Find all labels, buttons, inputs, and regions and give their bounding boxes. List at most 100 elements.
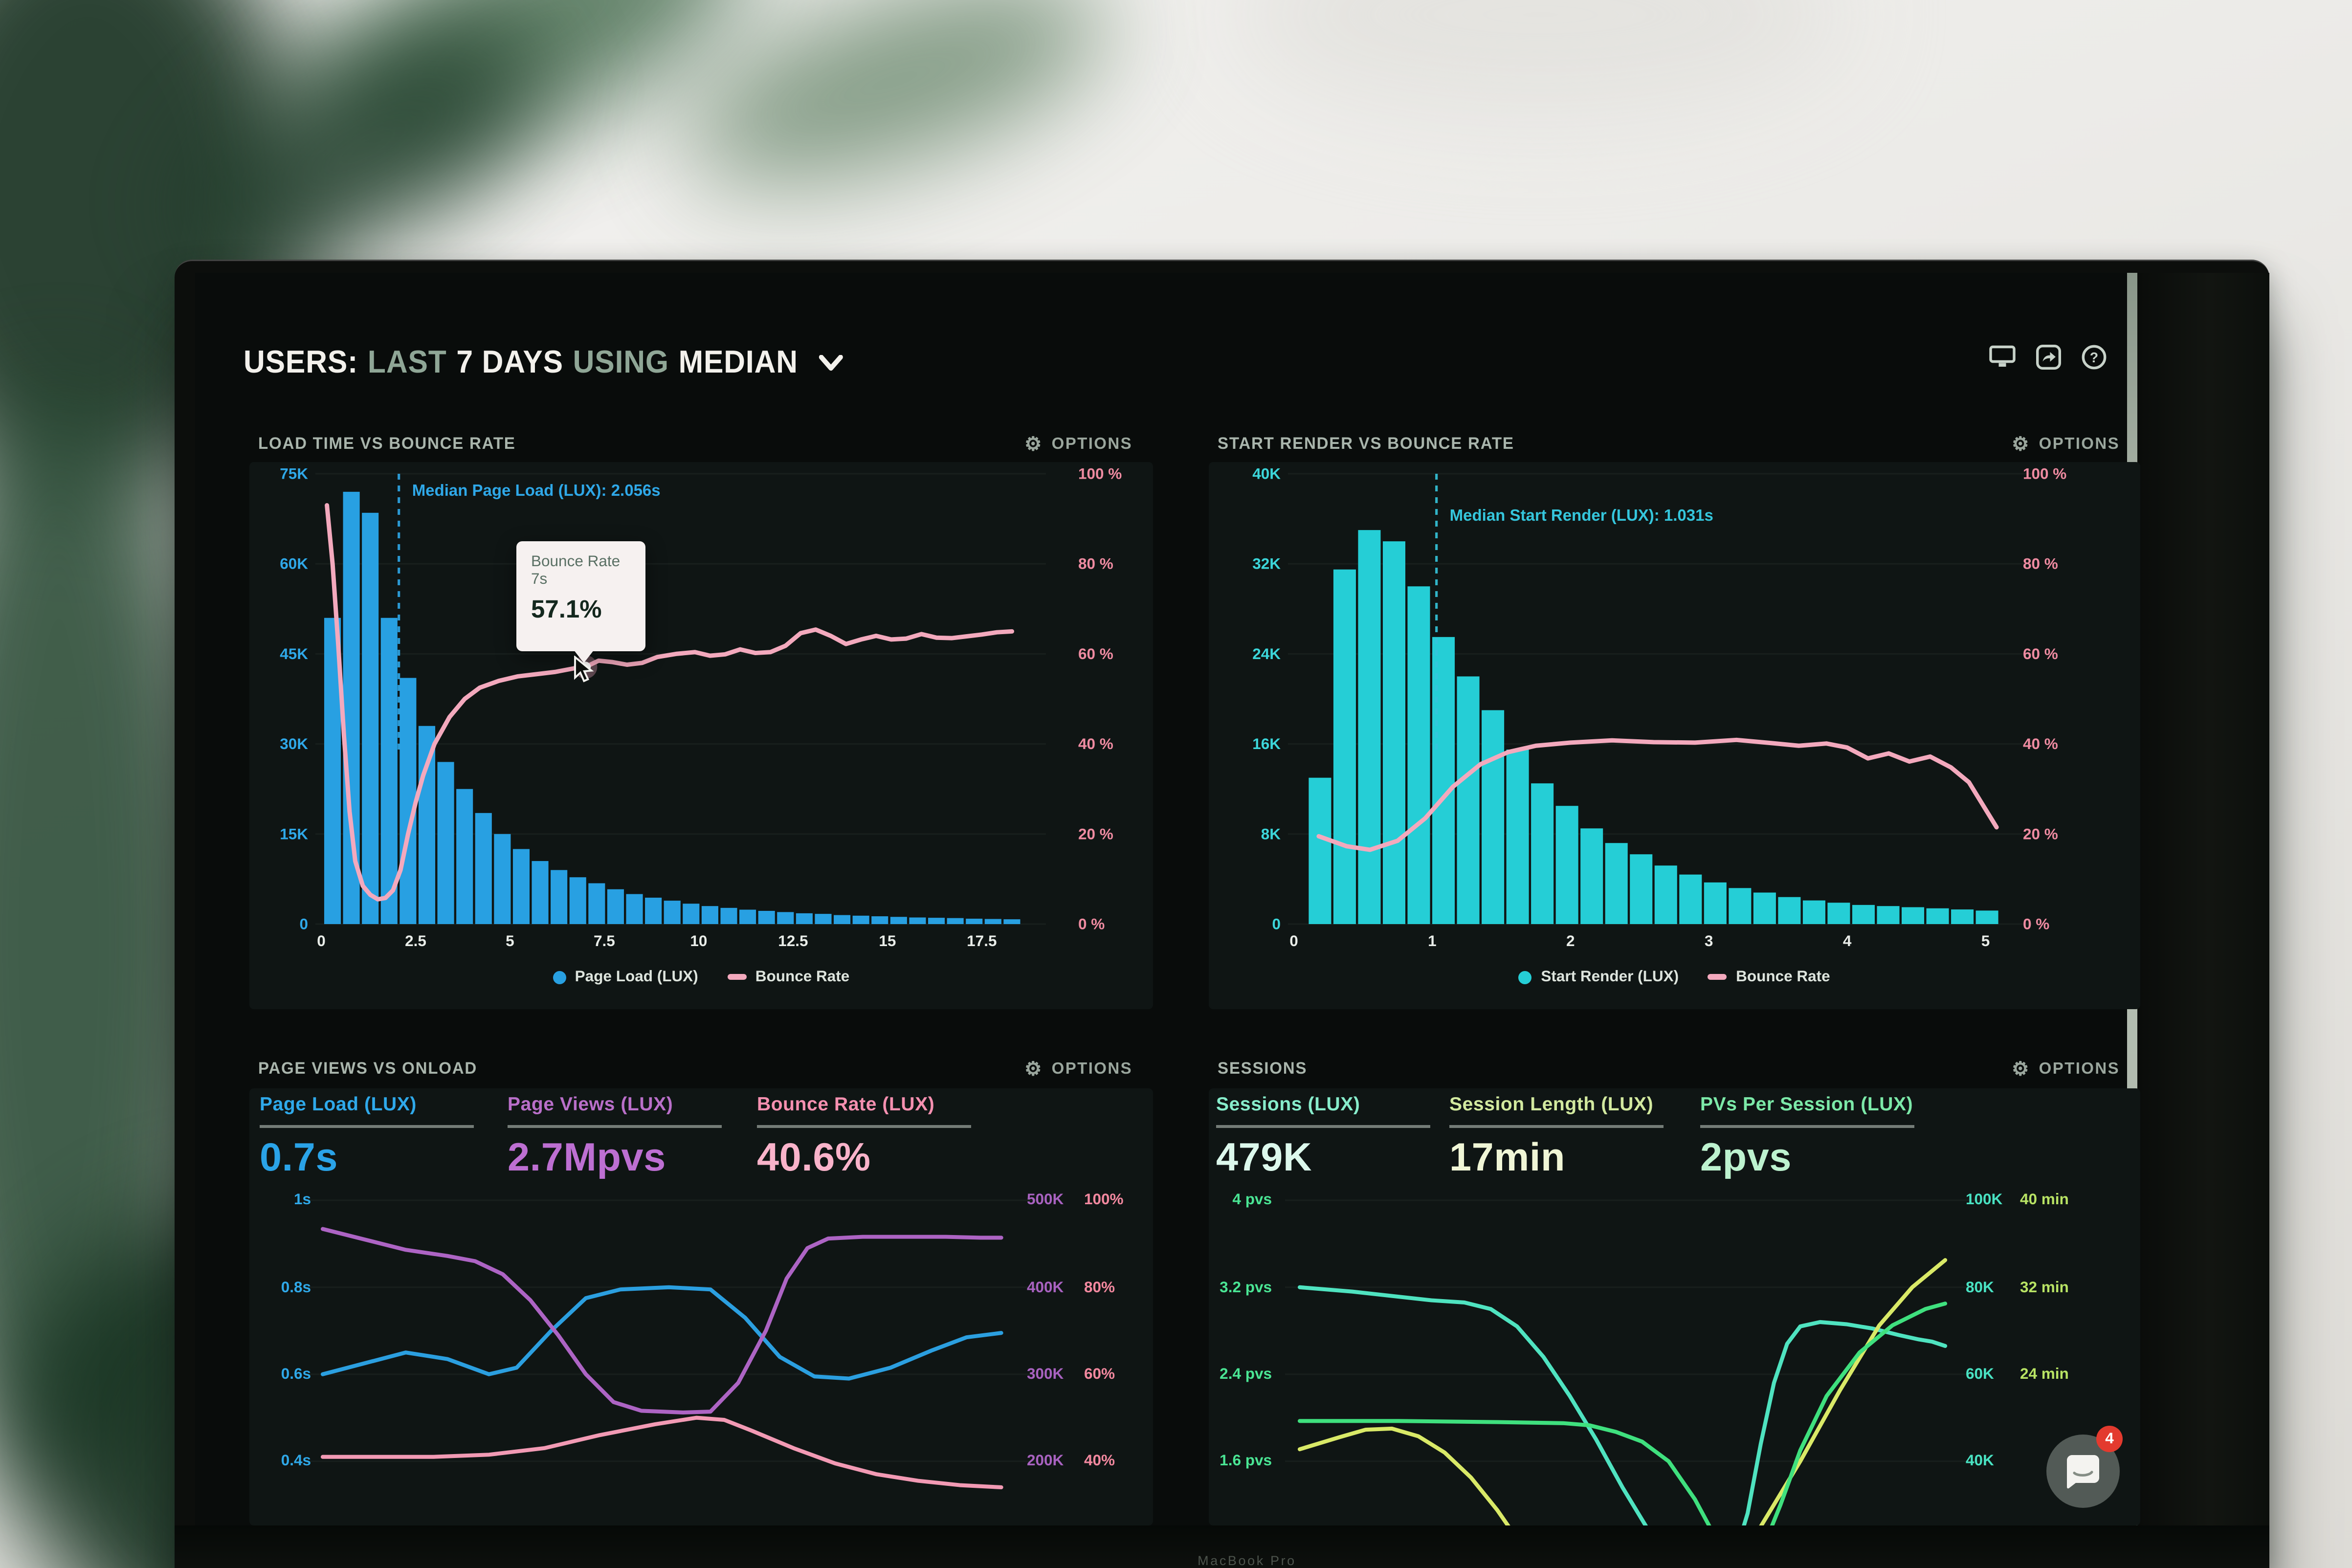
x-axis-tick-label: 2: [1566, 932, 1575, 950]
axis-tick-label: 40 min: [2020, 1191, 2069, 1209]
right-axis-tick-label: 60 %: [2023, 645, 2058, 663]
gear-icon: ⚙: [1024, 1058, 1043, 1080]
metric-rule: [1216, 1125, 1430, 1127]
left-axis-tick-label: 60K: [280, 555, 308, 573]
axis-tick-label: 1s: [293, 1191, 311, 1209]
left-axis-tick-label: 8K: [1261, 825, 1281, 842]
bar: [1926, 908, 1949, 924]
bounce-rate-line: [1316, 737, 1999, 852]
right-axis-tick-label: 40 %: [2023, 735, 2058, 752]
bar: [456, 789, 473, 924]
laptop-bottom-bezel: [175, 1525, 2269, 1568]
bar: [1555, 806, 1578, 924]
axis-tick-label: 100%: [1084, 1191, 1124, 1209]
metric-session-length: Session Length (LUX) 17min: [1449, 1093, 1669, 1180]
right-axis-tick-label: 40 %: [1078, 735, 1113, 752]
x-axis-tick-label: 10: [690, 932, 707, 950]
share-icon[interactable]: [2035, 343, 2061, 370]
left-axis-tick-label: 75K: [280, 465, 308, 483]
bar: [1531, 783, 1554, 924]
load-time-chart[interactable]: 75K 100 % 60K 80 % 45K 60 % 30K 40 % 15K 20 % 0 0 %…: [249, 462, 1153, 1009]
bar: [1951, 909, 1974, 924]
help-icon[interactable]: ?: [2080, 343, 2107, 370]
x-axis-tick-label: 5: [1981, 932, 1990, 950]
bar: [1358, 530, 1381, 924]
display-icon[interactable]: [1989, 343, 2016, 370]
axis-tick-label: 200K: [1027, 1452, 1064, 1470]
chat-bubble-icon: [2067, 1454, 2099, 1488]
legend-item[interactable]: Bounce Rate: [727, 968, 849, 986]
chevron-down-icon[interactable]: [819, 354, 843, 371]
sessions-chart[interactable]: [1209, 1182, 2140, 1525]
axis-tick-label: 2.4 pvs: [1220, 1365, 1272, 1383]
options-button[interactable]: ⚙ OPTIONS: [1024, 1058, 1132, 1080]
bar: [1003, 919, 1021, 924]
legend-swatch: [1708, 974, 1728, 980]
bar: [362, 512, 379, 924]
bounce-rate-line: [325, 503, 1015, 902]
median-label: Median Start Render (LUX): 1.031s: [1450, 506, 1713, 524]
bar: [399, 678, 417, 924]
bar: [739, 909, 756, 924]
bar: [1975, 910, 1998, 924]
bar: [1852, 905, 1875, 924]
axis-tick-label: 80%: [1084, 1278, 1115, 1296]
metric-label: Session Length (LUX): [1449, 1093, 1654, 1115]
chart-legend: Page Load (LUX) Bounce Rate: [249, 965, 1153, 989]
bar: [1877, 906, 1900, 924]
bar: [512, 849, 530, 924]
series-line-pvs: [1297, 1302, 1948, 1525]
bar: [1902, 907, 1925, 924]
x-axis-tick-label: 1: [1428, 932, 1437, 950]
panel-head: START RENDER VS BOUNCE RATE ⚙ OPTIONS: [1218, 428, 2120, 459]
panel-title: START RENDER VS BOUNCE RATE: [1218, 435, 1514, 453]
laptop-right-bezel: [2137, 273, 2269, 1525]
bar: [1506, 750, 1529, 924]
bar: [1407, 586, 1430, 924]
bar: [966, 918, 983, 924]
metric-label: Sessions (LUX): [1216, 1093, 1360, 1115]
options-button[interactable]: ⚙ OPTIONS: [2012, 1058, 2120, 1080]
options-button[interactable]: ⚙ OPTIONS: [1024, 433, 1132, 455]
bar: [871, 916, 888, 924]
metric-rule: [1700, 1125, 1914, 1127]
bar: [947, 918, 964, 924]
axis-tick-label: 1.6 pvs: [1220, 1452, 1272, 1470]
page-title-text: USERS: LAST 7 DAYS USING MEDIAN: [244, 344, 798, 381]
page-views-onload-chart[interactable]: [249, 1182, 1153, 1525]
panel-title: LOAD TIME VS BOUNCE RATE: [258, 435, 516, 453]
title-word: MEDIAN: [678, 344, 798, 379]
left-axis-tick-label: 40K: [1252, 465, 1281, 483]
panel-title: PAGE VIEWS VS ONLOAD: [258, 1060, 478, 1078]
series-line-minutes: [1297, 1258, 1948, 1525]
x-axis-tick-label: 3: [1705, 932, 1713, 950]
metric-rule: [1449, 1125, 1664, 1127]
legend-item[interactable]: Start Render (LUX): [1519, 968, 1679, 986]
bar: [1704, 882, 1727, 924]
axis-tick-label: 0.6s: [281, 1365, 311, 1383]
legend-label: Bounce Rate: [1736, 968, 1830, 986]
title-word: USING: [573, 344, 669, 379]
panel-sessions: SESSIONS ⚙ OPTIONS Sessions (LUX) 479K Se…: [1209, 1053, 2140, 1525]
legend-item[interactable]: Bounce Rate: [1708, 968, 1830, 986]
panel-head: LOAD TIME VS BOUNCE RATE ⚙ OPTIONS: [258, 428, 1132, 459]
right-axis-tick-label: 100 %: [1078, 465, 1122, 483]
bar: [1333, 569, 1356, 924]
left-axis-tick-label: 30K: [280, 735, 308, 752]
options-button[interactable]: ⚙ OPTIONS: [2012, 433, 2120, 455]
plant-leaf-blur: [1232, 0, 1848, 117]
svg-text:?: ?: [2089, 350, 2097, 365]
bar: [1679, 874, 1702, 924]
axis-tick-label: 4 pvs: [1232, 1191, 1272, 1209]
bar: [909, 917, 926, 924]
page-title[interactable]: USERS: LAST 7 DAYS USING MEDIAN: [244, 344, 843, 381]
left-axis-tick-label: 15K: [280, 825, 308, 842]
axis-tick-label: 0.4s: [281, 1452, 311, 1470]
legend-item[interactable]: Page Load (LUX): [553, 968, 698, 986]
bar: [1630, 854, 1653, 924]
bar: [1802, 900, 1825, 924]
right-axis-tick-label: 20 %: [1078, 825, 1113, 842]
start-render-chart[interactable]: 40K 100 % 32K 80 % 24K 60 % 16K 40 % 8K 20 % 0 0 % M…: [1209, 462, 2140, 1009]
tooltip: Bounce Rate 7s 57.1%: [516, 541, 645, 651]
